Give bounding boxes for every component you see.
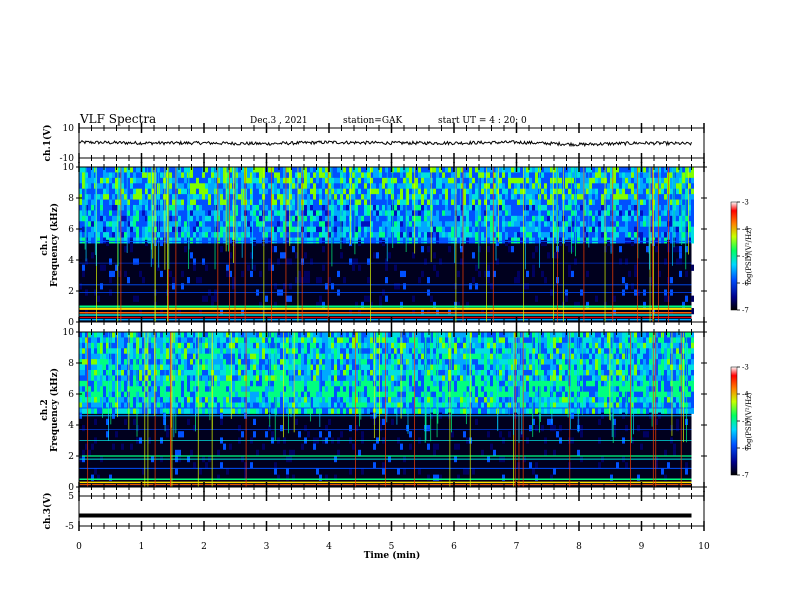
spec1-ytick-10: 10 — [63, 163, 75, 173]
start-time-label: start UT = 4 : 20: 0 — [438, 116, 527, 126]
x-tick-6: 6 — [451, 542, 457, 552]
spec1-ytick-8: 8 — [68, 194, 74, 204]
spec2-ytick-4: 4 — [68, 421, 74, 431]
x-tick-0: 0 — [76, 542, 82, 552]
x-tick-1: 1 — [139, 542, 145, 552]
ch2-spectrogram-image — [78, 332, 704, 487]
colorbar2-tick--7: -7 — [742, 472, 749, 480]
x-axis-label: Time (min) — [364, 550, 421, 561]
ch1-colorbar-label: log(PSD)(V²/Hz) — [745, 227, 753, 284]
x-tick-10: 10 — [698, 542, 710, 552]
ch3-ytick-top: 5 — [68, 492, 74, 502]
spec2-ytick-6: 6 — [68, 390, 74, 400]
ch2-spectrogram-panel: ch.2 Frequency (kHz) — [40, 331, 705, 488]
spec2-ytick-2: 2 — [68, 452, 74, 462]
colorbar1-tick--3: -3 — [742, 199, 749, 207]
ch1-ylabel: ch.1(V) — [42, 125, 53, 162]
colorbar1-tick--6: -6 — [742, 280, 749, 288]
ch1-spec-ylabel: ch.1 — [40, 234, 50, 255]
colorbar1-tick--4: -4 — [742, 226, 749, 234]
spec2-ytick-0: 0 — [68, 483, 74, 493]
colorbar2-tick--5: -5 — [742, 418, 749, 426]
spec1-ytick-4: 4 — [68, 256, 74, 266]
ch1-ytick-bottom: -10 — [60, 154, 75, 164]
ch1-waveform-line — [78, 139, 692, 148]
x-tick-9: 9 — [639, 542, 645, 552]
x-tick-7: 7 — [514, 542, 520, 552]
spec1-ytick-2: 2 — [68, 287, 74, 297]
figure-title: VLF Spectra — [79, 112, 156, 126]
colorbar1-tick--5: -5 — [742, 253, 749, 261]
ch2-colorbar-label: log(PSD)(V²/Hz) — [745, 392, 753, 449]
station-label: station=GAK — [343, 116, 403, 126]
ch1-spectrogram-panel: ch.1 Frequency (kHz) — [40, 166, 705, 323]
spec2-ytick-10: 10 — [63, 328, 75, 338]
colorbar2-tick--6: -6 — [742, 445, 749, 453]
ch2-spec-ylabel: ch.2 — [40, 399, 50, 420]
spec1-ytick-6: 6 — [68, 225, 74, 235]
ch3-ytick-bottom: -5 — [65, 522, 74, 532]
x-tick-5: 5 — [389, 542, 395, 552]
spec2-ytick-8: 8 — [68, 359, 74, 369]
x-tick-8: 8 — [576, 542, 582, 552]
ch1-spectrogram-image — [79, 167, 704, 322]
x-tick-4: 4 — [326, 542, 332, 552]
ch1-ytick-top: 10 — [63, 124, 75, 134]
ch1-spec-ylabel-freq: Frequency (kHz) — [49, 203, 60, 287]
spec1-ytick-0: 0 — [68, 318, 74, 328]
x-tick-3: 3 — [264, 542, 270, 552]
date-label: Dec.3 , 2021 — [250, 116, 308, 126]
colorbar2-tick--4: -4 — [742, 391, 749, 399]
ch2-colorbar: -3 -4 -5 -6 -7 log(PSD)(V²/Hz) — [730, 364, 753, 480]
x-tick-2: 2 — [201, 542, 207, 552]
ch3-ylabel: ch.3(V) — [42, 493, 53, 530]
colorbar1-tick--7: -7 — [742, 307, 749, 315]
colorbar2-tick--3: -3 — [742, 364, 749, 372]
ch2-spec-ylabel-freq: Frequency (kHz) — [49, 368, 60, 452]
ch1-colorbar: -3 -4 -5 -6 -7 log(PSD)(V²/Hz) — [730, 199, 753, 315]
